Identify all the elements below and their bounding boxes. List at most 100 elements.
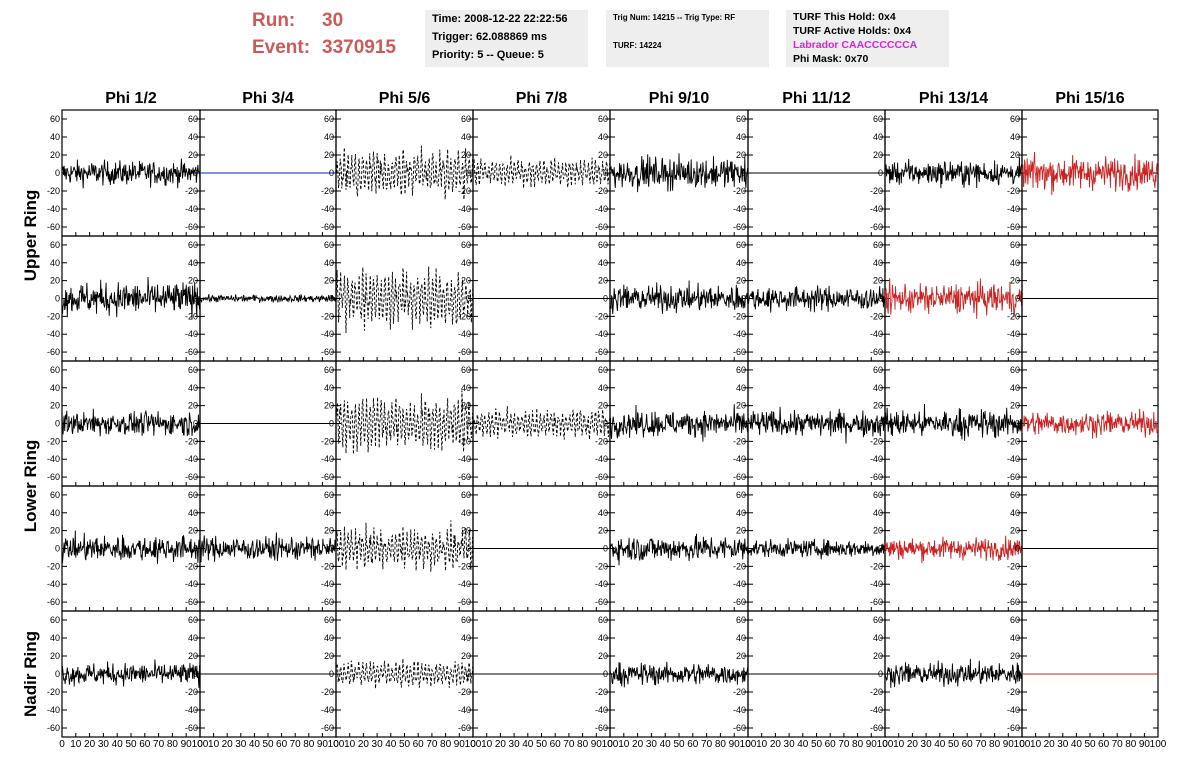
y-tick-label: -60 [321, 222, 334, 232]
y-tick-label: 60 [1010, 114, 1020, 124]
y-tick-label: 40 [598, 508, 608, 518]
labrador-text: Labrador CAACCCCCCA [793, 39, 918, 51]
y-tick-label: 20 [461, 651, 471, 661]
y-tick-label: 40 [188, 633, 198, 643]
y-tick-label: 0 [741, 669, 746, 679]
y-tick-label: -60 [733, 222, 746, 232]
x-tick-label: 0 [470, 739, 476, 750]
y-tick-label: 0 [741, 168, 746, 178]
row-label: Nadir Ring [21, 631, 40, 717]
y-tick-label: -40 [870, 454, 883, 464]
x-tick-label: 70 [563, 739, 575, 750]
y-tick-label: 20 [50, 526, 60, 536]
y-tick-label: 60 [1010, 615, 1020, 625]
y-tick-label: 40 [50, 508, 60, 518]
y-tick-label: 40 [461, 258, 471, 268]
y-tick-label: 0 [55, 419, 60, 429]
turf-hold-text: TURF This Hold: 0x4 [793, 11, 896, 23]
y-tick-label: -60 [47, 723, 60, 733]
y-tick-label: 60 [873, 240, 883, 250]
y-tick-label: 0 [603, 544, 608, 554]
y-tick-label: 0 [55, 294, 60, 304]
y-tick-label: 40 [461, 132, 471, 142]
y-tick-label: -20 [870, 561, 883, 571]
y-tick-label: -20 [733, 687, 746, 697]
y-tick-label: 20 [188, 150, 198, 160]
waveform-trace [1021, 408, 1159, 439]
y-tick-label: -60 [733, 347, 746, 357]
y-tick-label: 60 [188, 240, 198, 250]
y-tick-label: 20 [188, 401, 198, 411]
y-tick-label: 20 [598, 526, 608, 536]
y-tick-label: 20 [873, 651, 883, 661]
y-tick-label: 60 [324, 615, 334, 625]
waveform-trace [747, 406, 886, 444]
y-tick-label: 20 [598, 401, 608, 411]
y-tick-label: 40 [50, 258, 60, 268]
y-tick-label: 0 [741, 419, 746, 429]
x-tick-label: 10 [481, 739, 493, 750]
event-label: Event: [252, 37, 311, 58]
x-tick-label: 40 [522, 739, 534, 750]
waveform-trace [884, 658, 1023, 689]
waveform-trace [884, 278, 1023, 319]
x-tick-label: 20 [358, 739, 370, 750]
x-tick-label: 40 [249, 739, 261, 750]
y-tick-label: -40 [321, 329, 334, 339]
x-tick-label: 90 [1003, 739, 1015, 750]
y-tick-label: 60 [50, 365, 60, 375]
waveform-trace [472, 406, 611, 440]
y-tick-label: -40 [595, 579, 608, 589]
y-tick-label: 40 [873, 383, 883, 393]
column-header: Phi 9/10 [649, 90, 710, 107]
y-tick-label: 20 [461, 401, 471, 411]
y-tick-label: 0 [329, 419, 334, 429]
y-tick-label: -20 [47, 186, 60, 196]
row-label: Lower Ring [21, 440, 40, 533]
x-tick-label: 60 [276, 739, 288, 750]
y-tick-label: 40 [736, 383, 746, 393]
y-tick-label: 40 [461, 383, 471, 393]
y-tick-label: -60 [1007, 472, 1020, 482]
x-tick-label: 80 [989, 739, 1001, 750]
y-tick-label: -40 [185, 204, 198, 214]
y-tick-label: 60 [736, 365, 746, 375]
y-tick-label: -20 [1007, 436, 1020, 446]
y-tick-label: -40 [185, 329, 198, 339]
waveform-trace [884, 535, 1023, 564]
y-tick-label: -60 [595, 472, 608, 482]
x-tick-label: 50 [536, 739, 548, 750]
y-tick-label: 40 [188, 508, 198, 518]
y-tick-label: -60 [185, 222, 198, 232]
y-tick-label: -60 [47, 222, 60, 232]
y-tick-label: 0 [329, 168, 334, 178]
x-tick-label: 10 [208, 739, 220, 750]
y-tick-label: -60 [870, 723, 883, 733]
x-tick-label: 90 [181, 739, 193, 750]
y-tick-label: -40 [870, 579, 883, 589]
y-tick-label: 20 [1010, 401, 1020, 411]
waveform-trace [335, 266, 474, 334]
x-tick-label: 0 [1019, 739, 1025, 750]
y-tick-label: -60 [185, 723, 198, 733]
y-tick-label: 0 [329, 544, 334, 554]
y-tick-label: 40 [324, 508, 334, 518]
column-header: Phi 5/6 [379, 90, 431, 107]
x-tick-label: 90 [866, 739, 878, 750]
turf-text: TURF: 14224 [613, 41, 662, 50]
x-tick-label: 50 [948, 739, 960, 750]
x-tick-label: 80 [577, 739, 589, 750]
x-tick-label: 100 [192, 739, 209, 750]
x-tick-label: 90 [454, 739, 466, 750]
y-tick-label: 0 [603, 168, 608, 178]
x-tick-label: 80 [715, 739, 727, 750]
y-tick-label: -60 [185, 472, 198, 482]
y-tick-label: 60 [461, 114, 471, 124]
y-tick-label: 40 [598, 258, 608, 268]
waveform-trace [609, 280, 749, 315]
y-tick-label: -20 [458, 561, 471, 571]
y-tick-label: 40 [1010, 633, 1020, 643]
y-tick-label: -40 [47, 329, 60, 339]
y-tick-label: -40 [733, 204, 746, 214]
y-tick-label: 60 [461, 615, 471, 625]
